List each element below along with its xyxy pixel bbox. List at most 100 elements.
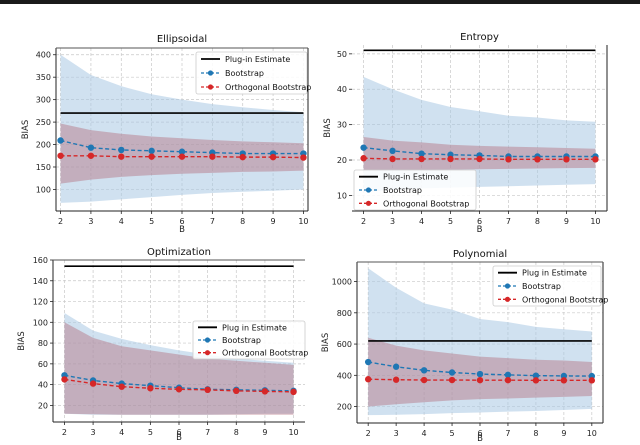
orthogonal-bootstrap-point: [364, 376, 372, 383]
y-tick-label: 600: [337, 340, 352, 349]
orthogonal-bootstrap-point: [204, 386, 211, 394]
y-tick-label: 350: [36, 73, 51, 82]
bootstrap-point: [448, 369, 456, 376]
x-tick-label: 7: [505, 429, 510, 438]
bootstrap-point: [392, 363, 400, 370]
legend-plugin-estimate-label: Plug-in Estimate: [225, 55, 290, 64]
orthogonal-bootstrap-point: [175, 386, 183, 393]
x-tick-label: 6: [179, 217, 184, 226]
legend-box: [195, 51, 308, 95]
chart-title: Entropy: [460, 32, 499, 43]
y-tick-label: 10: [337, 191, 347, 200]
legend-bootstrap-marker: [504, 283, 511, 289]
bootstrap-confidence-band: [60, 54, 304, 203]
x-tick-label: 3: [88, 217, 93, 226]
orthogonal-bootstrap-point: [588, 377, 596, 384]
x-tick-label: 7: [506, 217, 511, 226]
legend-plugin-estimate-label: Plug in Estimate: [522, 269, 587, 278]
legend-orthogonal-bootstrap-marker: [365, 200, 372, 206]
orthogonal-bootstrap-point: [269, 153, 277, 161]
legend-orthogonal-bootstrap-label: Orthogonal Bootstrap: [383, 199, 469, 208]
x-axis-label: B: [179, 225, 185, 235]
x-tick-label: 4: [119, 217, 124, 226]
subplot-ellipsoidal: 2 3 4 5 6 7 8 9 10 100 150 200 250 300 350 400 Ellipsoid…: [21, 34, 311, 235]
x-tick-label: 5: [149, 217, 154, 226]
orthogonal-bootstrap-point: [420, 376, 428, 384]
x-tick-label: 6: [176, 428, 181, 437]
y-tick-label: 100: [33, 318, 48, 327]
y-tick-label: 30: [337, 121, 347, 130]
y-axis-label: BIAS: [321, 333, 331, 353]
x-axis-label: B: [477, 434, 483, 444]
orthogonal-bootstrap-point: [563, 156, 570, 163]
chart-title: Polynomial: [453, 249, 507, 260]
legend: Plug in Estimate Bootstrap Orthogonal Boot…: [492, 265, 608, 307]
x-tick-label: 10: [288, 428, 298, 437]
x-tick-label: 2: [366, 429, 371, 438]
y-tick-label: 120: [33, 298, 48, 307]
bootstrap-point: [420, 367, 428, 374]
x-tick-label: 8: [533, 429, 538, 438]
chart-title: Ellipsoidal: [157, 34, 207, 45]
legend-orthogonal-bootstrap-label: Orthogonal Bootstrap: [225, 83, 311, 92]
x-tick-label: 5: [449, 429, 454, 438]
x-tick-label: 9: [262, 428, 267, 437]
top-border-bar: [0, 0, 640, 4]
bootstrap-point: [504, 371, 512, 379]
legend-bootstrap-label: Bootstrap: [522, 282, 561, 291]
subplot-optimization: 2 3 4 5 6 7 8 9 10 20 40 60 80 100 120 140 160 Optimizati…: [17, 247, 308, 443]
x-tick-label: 4: [119, 428, 124, 437]
x-axis-label: B: [176, 433, 182, 443]
orthogonal-bootstrap-point: [118, 383, 125, 390]
orthogonal-bootstrap-point: [392, 376, 400, 383]
orthogonal-bootstrap-point: [534, 156, 541, 163]
bootstrap-point: [476, 370, 484, 378]
x-tick-label: 9: [271, 217, 276, 226]
y-tick-label: 50: [337, 50, 347, 59]
bootstrap-point: [148, 147, 155, 155]
legend-bootstrap-marker: [207, 70, 214, 76]
y-tick-label: 80: [38, 339, 48, 348]
orthogonal-bootstrap-point: [261, 388, 269, 395]
y-tick-label: 400: [337, 371, 352, 380]
legend-orthogonal-bootstrap-marker: [204, 350, 211, 356]
legend-bootstrap-label: Bootstrap: [383, 186, 422, 195]
x-tick-label: 3: [91, 428, 96, 437]
y-tick-label: 150: [36, 163, 51, 172]
bootstrap-confidence-band: [363, 76, 596, 192]
x-axis-label: B: [477, 225, 483, 235]
y-tick-label: 1000: [332, 278, 352, 287]
x-tick-label: 2: [58, 217, 63, 226]
orthogonal-bootstrap-point: [504, 376, 512, 384]
orthogonal-bootstrap-point: [209, 153, 216, 160]
bootstrap-line: [64, 374, 294, 392]
x-tick-label: 2: [62, 428, 67, 437]
legend-plugin-estimate-label: Plug in Estimate: [222, 323, 287, 332]
orthogonal-bootstrap-point: [300, 154, 307, 161]
y-tick-label: 20: [337, 156, 347, 165]
orthogonal-bootstrap-point: [447, 155, 454, 163]
legend-orthogonal-bootstrap-label: Orthogonal Bootstrap: [522, 295, 608, 304]
x-tick-label: 9: [564, 217, 569, 226]
legend-bootstrap-label: Bootstrap: [222, 336, 261, 345]
x-tick-label: 5: [148, 428, 153, 437]
bootstrap-point: [178, 148, 186, 155]
bootstrap-point: [360, 144, 367, 151]
y-tick-label: 20: [38, 401, 48, 410]
bootstrap-point: [389, 147, 396, 155]
x-tick-label: 8: [535, 217, 540, 226]
orthogonal-bootstrap-point: [178, 153, 186, 160]
y-tick-label: 100: [36, 185, 51, 194]
x-tick-label: 8: [240, 217, 245, 226]
bootstrap-point: [364, 358, 372, 366]
orthogonal-bootstrap-point: [418, 155, 425, 163]
y-tick-label: 300: [36, 96, 51, 105]
bootstrap-point: [418, 150, 425, 157]
subplot-polynomial: 2 3 4 5 6 7 8 9 10 200 400 600 800 1000 Polynomial B BIA…: [321, 249, 608, 444]
orthogonal-bootstrap-point: [592, 156, 599, 163]
x-tick-label: 8: [234, 428, 239, 437]
y-tick-label: 200: [337, 403, 352, 412]
legend-bootstrap-marker: [365, 187, 372, 193]
bootstrap-line: [60, 139, 304, 155]
